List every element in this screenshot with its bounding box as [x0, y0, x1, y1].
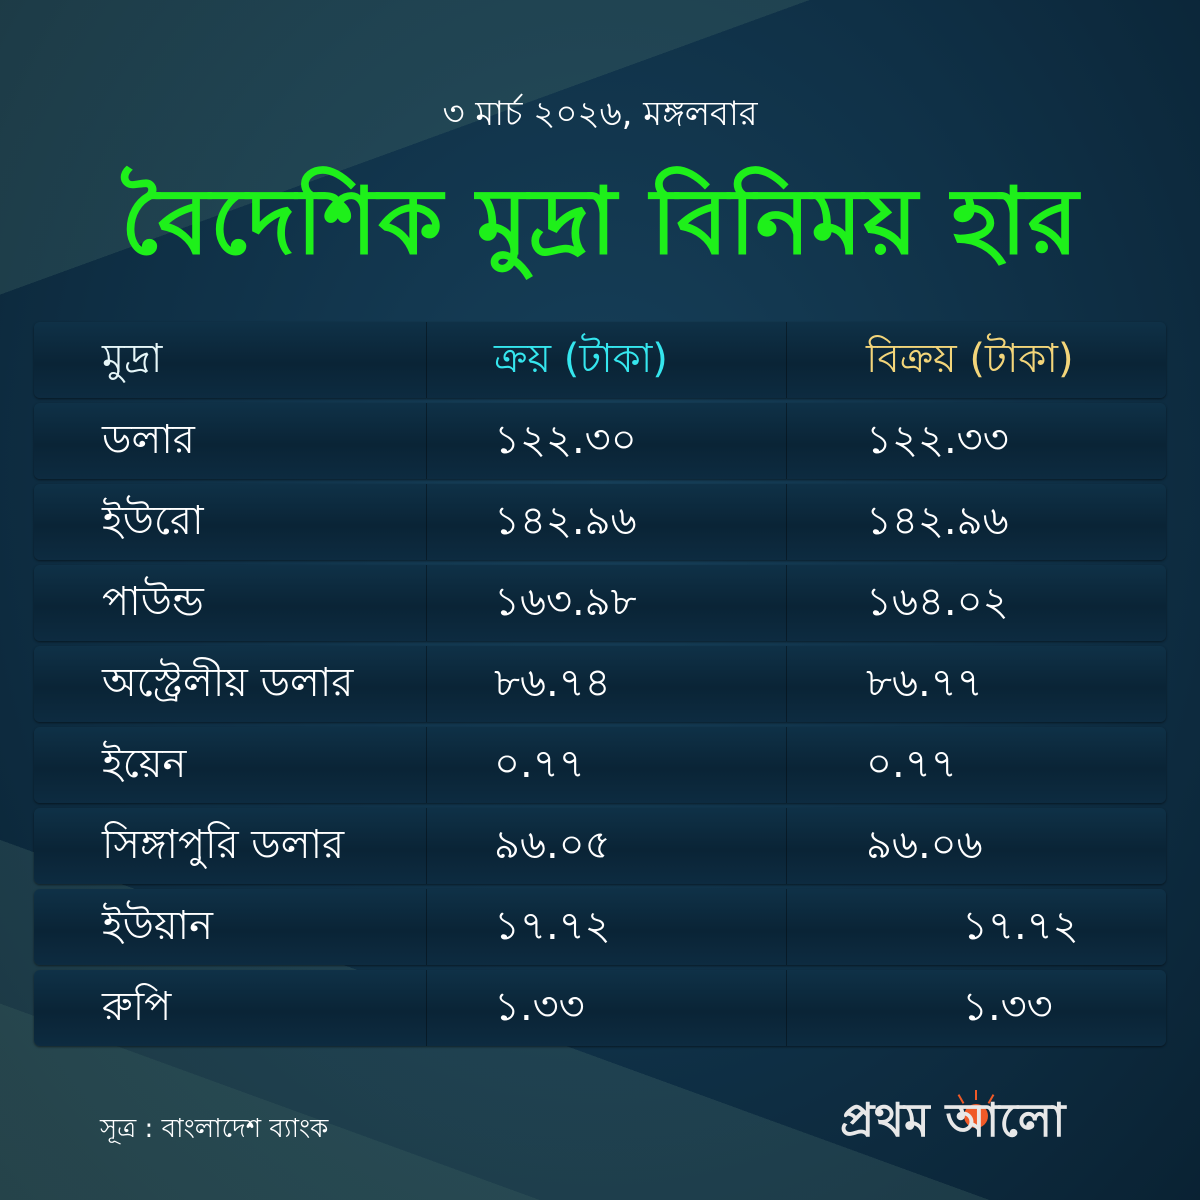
table-row: ইয়েন ০.৭৭ ০.৭৭ — [34, 727, 1166, 803]
table-row: রুপি ১.৩৩ ১.৩৩ — [34, 970, 1166, 1046]
buy-rate: ১৬৩.৯৮ — [494, 578, 637, 625]
date-line: ৩ মার্চ ২০২৬, মঙ্গলবার — [442, 94, 758, 134]
sell-rate: ১২২.৩৩ — [866, 416, 1009, 463]
sell-rate: ১৬৪.০২ — [866, 578, 1009, 625]
currency-name: অস্ট্রেলীয় ডলার — [102, 659, 354, 706]
header-buy: ক্রয় (টাকা) — [494, 335, 668, 382]
table-row: সিঙ্গাপুরি ডলার ৯৬.০৫ ৯৬.০৬ — [34, 808, 1166, 884]
buy-rate: ১.৩৩ — [494, 983, 585, 1030]
sell-rate: ১৪২.৯৬ — [866, 497, 1009, 544]
sell-rate: ১৭.৭২ — [962, 902, 1079, 949]
buy-rate: ১২২.৩০ — [494, 416, 637, 463]
table-row: ইউয়ান ১৭.৭২ ১৭.৭২ — [34, 889, 1166, 965]
buy-rate: ১৭.৭২ — [494, 902, 611, 949]
buy-rate: ০.৭৭ — [494, 740, 585, 787]
table-row: পাউন্ড ১৬৩.৯৮ ১৬৪.০২ — [34, 565, 1166, 641]
currency-name: রুপি — [102, 983, 172, 1030]
sell-rate: ০.৭৭ — [866, 740, 957, 787]
page-title: বৈদেশিক মুদ্রা বিনিময় হার — [120, 168, 1080, 275]
currency-name: ইউয়ান — [102, 902, 214, 949]
table-row: ডলার ১২২.৩০ ১২২.৩৩ — [34, 403, 1166, 479]
buy-rate: ৯৬.০৫ — [494, 821, 611, 868]
currency-name: ইয়েন — [102, 740, 187, 787]
sun-icon — [964, 1104, 988, 1128]
logo-text: প্রথম আলো — [840, 1093, 1066, 1147]
prothom-alo-logo: প্রথম আলো — [840, 1090, 1130, 1170]
sell-rate: ৮৬.৭৭ — [866, 659, 983, 706]
currency-name: সিঙ্গাপুরি ডলার — [102, 821, 345, 868]
currency-name: ইউরো — [102, 497, 204, 544]
sell-rate: ৯৬.০৬ — [866, 821, 983, 868]
header-currency: মুদ্রা — [102, 335, 163, 382]
header-sell: বিক্রয় (টাকা) — [866, 335, 1074, 382]
exchange-rate-table: মুদ্রা ক্রয় (টাকা) বিক্রয় (টাকা) ডলার ১… — [34, 322, 1166, 1051]
buy-rate: ৮৬.৭৪ — [494, 659, 611, 706]
currency-name: ডলার — [102, 416, 195, 463]
table-row: ইউরো ১৪২.৯৬ ১৪২.৯৬ — [34, 484, 1166, 560]
table-row: অস্ট্রেলীয় ডলার ৮৬.৭৪ ৮৬.৭৭ — [34, 646, 1166, 722]
buy-rate: ১৪২.৯৬ — [494, 497, 637, 544]
source-note: সূত্র : বাংলাদেশ ব্যাংক — [100, 1114, 329, 1144]
sell-rate: ১.৩৩ — [962, 983, 1053, 1030]
table-header-row: মুদ্রা ক্রয় (টাকা) বিক্রয় (টাকা) — [34, 322, 1166, 398]
currency-name: পাউন্ড — [102, 578, 204, 625]
